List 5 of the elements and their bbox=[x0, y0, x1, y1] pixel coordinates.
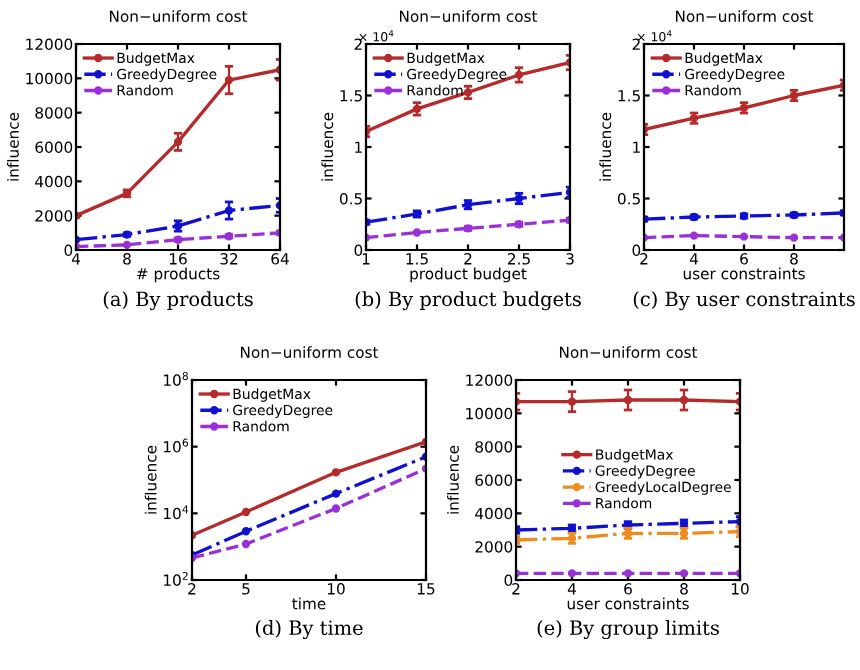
text: (b) By product budgets bbox=[355, 291, 581, 311]
text: (d) By time bbox=[255, 620, 363, 640]
text: (a) By products bbox=[103, 291, 253, 311]
text: (e) By group limits bbox=[537, 620, 719, 640]
text: (c) By user constraints bbox=[633, 291, 855, 311]
